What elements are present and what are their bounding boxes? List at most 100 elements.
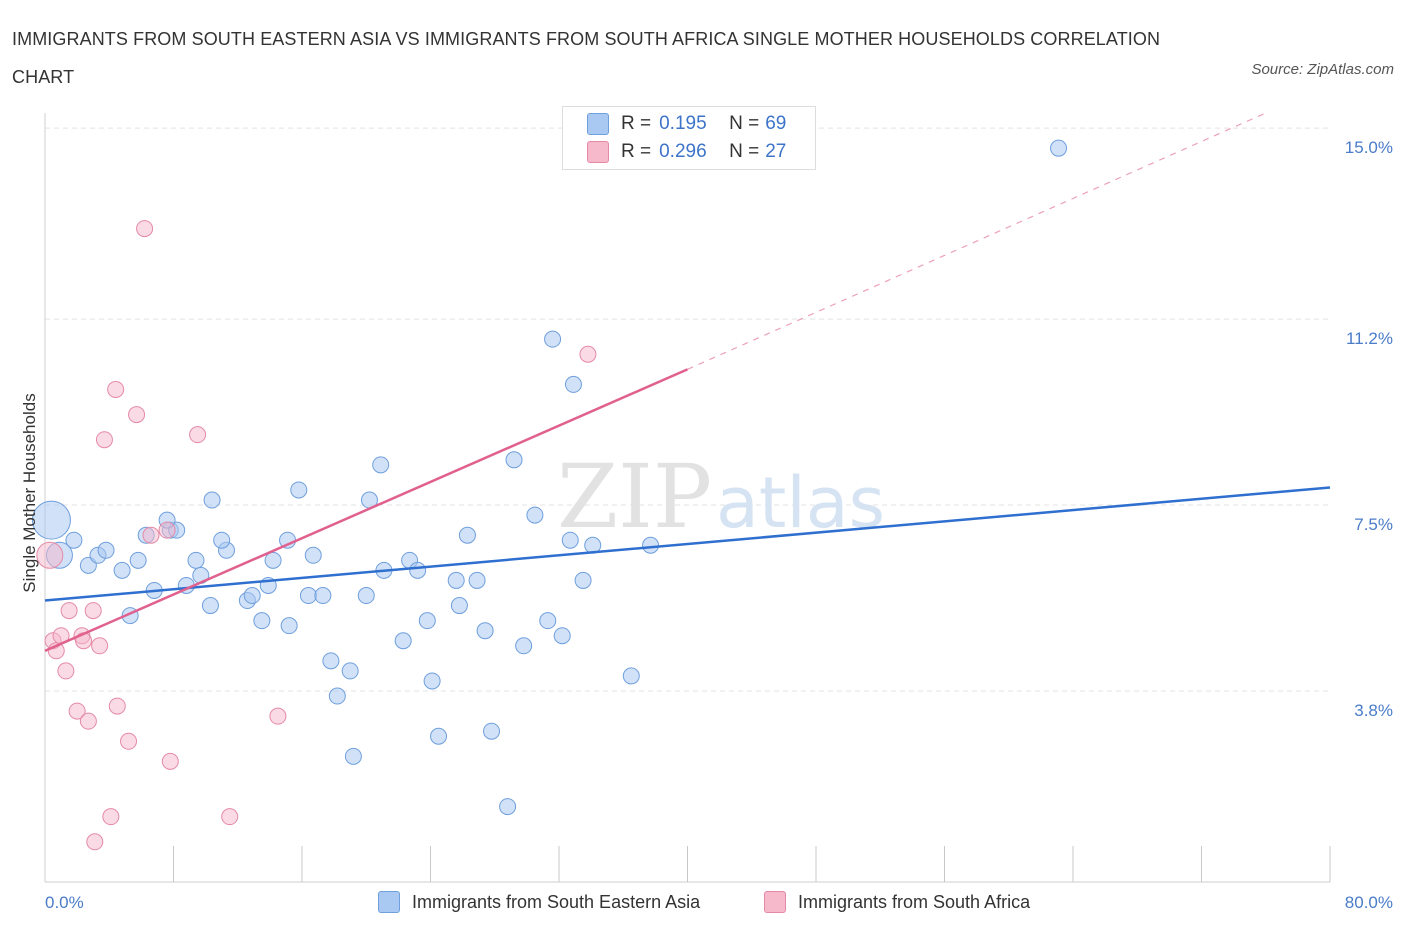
legend-r-label: R = [621,113,652,134]
data-point [341,662,359,680]
data-point [372,456,390,474]
legend-n-label: N = [729,113,760,134]
data-point [304,546,322,564]
data-point [158,521,176,539]
data-point [102,808,120,826]
data-point [299,587,317,605]
data-point [79,712,97,730]
data-point [290,481,308,499]
data-point [450,597,468,615]
data-point [423,672,441,690]
data-point [561,531,579,549]
data-point [31,500,71,540]
data-point [642,536,660,554]
data-point [579,345,597,363]
data-point [120,732,138,750]
trend-lines [44,112,1331,652]
legend-r-value: 0.296 [659,141,707,162]
legend-swatch-pink [764,891,786,913]
data-point [97,541,115,559]
data-point [564,375,582,393]
data-point [221,808,239,826]
y-axis-label: Single Mother Households [20,393,39,592]
data-point [142,526,160,544]
data-point [108,697,126,715]
data-point [515,637,533,655]
data-point [394,632,412,650]
data-point [128,406,146,424]
legend-n-value: 69 [765,113,787,134]
legend-swatch-blue [587,113,609,135]
data-point [476,622,494,640]
data-point [574,571,592,589]
data-point [357,587,375,605]
trend-line-blue [44,486,1331,602]
data-point [483,722,501,740]
data-point [328,687,346,705]
data-point [344,747,362,765]
data-point [1050,139,1068,157]
x-tick-label: 80.0% [1345,893,1393,912]
data-point [107,380,125,398]
data-point [161,752,179,770]
data-point [213,531,231,549]
data-point [526,506,544,524]
axes [44,113,1331,883]
data-point [544,330,562,348]
stats-legend: R = 0.195 N = 69 R = 0.296 N = 27 [562,106,816,170]
y-tick-label: 11.2% [1346,329,1393,348]
data-point [84,602,102,620]
trend-line-pink [44,368,689,652]
legend-r-value: 0.195 [659,113,707,134]
data-point [499,798,517,816]
chart-title: IMMIGRANTS FROM SOUTH EASTERN ASIA VS IM… [12,29,1161,87]
data-point [187,551,205,569]
tick-labels: 3.8% 7.5% 11.2% 15.0% 0.0% 80.0% [45,138,1393,912]
source-label: Source: ZipAtlas.com [1251,61,1394,78]
watermark: ZIP atlas [557,445,885,548]
data-point [539,612,557,630]
data-point [269,707,287,725]
y-tick-label: 3.8% [1354,701,1393,720]
watermark-zip: ZIP [557,445,712,548]
data-point [468,571,486,589]
data-point [113,561,131,579]
data-point [322,652,340,670]
data-point [430,727,448,745]
data-point [418,612,436,630]
data-point [129,551,147,569]
data-point [280,617,298,635]
series-southeast-asia-points [31,139,1068,816]
data-point [314,587,332,605]
legend-swatch-pink [587,141,609,163]
y-tick-label: 7.5% [1354,515,1393,534]
data-point [91,637,109,655]
data-point [505,451,523,469]
data-point [36,541,64,569]
data-point [60,602,78,620]
legend-swatch-blue [378,891,400,913]
legend-item-south-africa: Immigrants from South Africa [764,888,1030,916]
x-tick-label: 0.0% [45,893,84,912]
legend-series-name: Immigrants from South Africa [798,891,1031,912]
data-point [65,531,83,549]
legend-row-pink: R = 0.296 N = 27 [587,138,786,166]
watermark-atlas: atlas [716,462,885,544]
data-point [189,426,207,444]
data-point [264,551,282,569]
legend-series-name: Immigrants from South Eastern Asia [412,891,701,912]
legend-n-label: N = [729,141,760,162]
data-point [253,612,271,630]
grid-lines [45,127,1330,692]
data-point [409,561,427,579]
data-point [553,627,571,645]
legend-row-blue: R = 0.195 N = 69 [587,110,786,138]
data-point [447,571,465,589]
data-point [201,597,219,615]
y-tick-label: 15.0% [1345,138,1393,157]
data-point [57,662,75,680]
data-point [622,667,640,685]
data-point [136,220,154,238]
series-south-africa-points [36,220,597,851]
